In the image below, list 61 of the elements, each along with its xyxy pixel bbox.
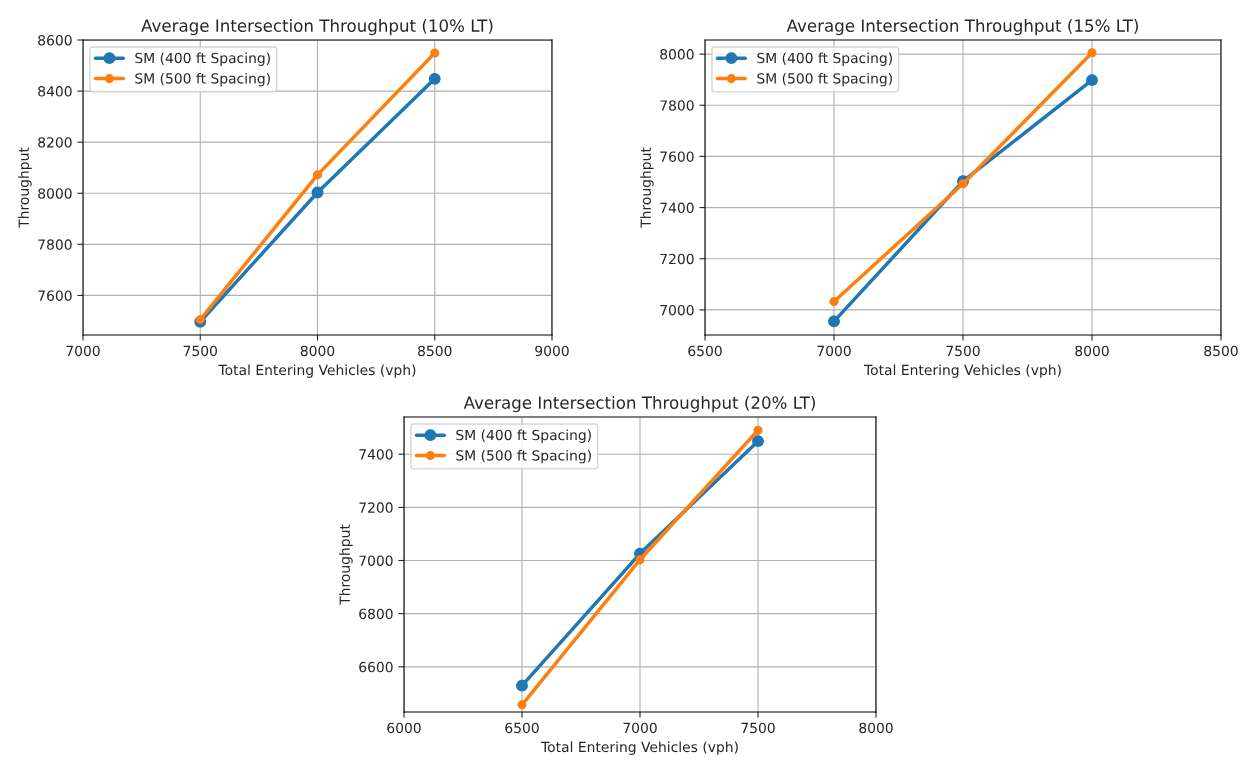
x-tick-label: 7500 (741, 722, 775, 734)
point (1087, 48, 1097, 58)
y-tick-label: 7200 (660, 253, 694, 265)
y-tick-label: 7600 (660, 151, 694, 162)
x-tick-label: 8000 (300, 345, 335, 357)
y-tick-label: 8400 (38, 86, 72, 97)
x-tick-label: 8000 (859, 722, 893, 734)
point (635, 555, 645, 565)
x-tick-label: 7500 (183, 345, 217, 357)
point (517, 700, 527, 710)
x-axis-title: Total Entering Vehicles (vph) (863, 364, 1061, 378)
chart-title: Average Intersection Throughput (20% LT) (463, 396, 815, 413)
point (829, 296, 839, 306)
x-tick-label: 8500 (418, 345, 452, 357)
y-axis-title: Throughput (640, 147, 654, 228)
legend-label: SM (500 ft Spacing) (135, 72, 270, 87)
legend-label: SM (400 ft Spacing) (135, 52, 270, 66)
point (311, 186, 324, 199)
x-tick-label: 6500 (505, 722, 539, 734)
legend-label: SM (500 ft Spacing) (757, 72, 892, 87)
x-tick-label: 8000 (1075, 345, 1109, 357)
y-tick-label: 7800 (660, 100, 694, 111)
x-tick-label: 6500 (688, 345, 722, 357)
y-tick-label: 7200 (359, 502, 393, 513)
y-tick-label: 7000 (660, 304, 694, 316)
point (1086, 74, 1098, 87)
x-tick-label: 7000 (623, 722, 657, 734)
y-tick-label: 7400 (660, 202, 694, 214)
point (430, 48, 440, 58)
y-axis-title: Throughput (339, 524, 353, 605)
y-tick-label: 7600 (38, 290, 72, 301)
x-tick-label: 6000 (387, 722, 421, 734)
point (312, 170, 323, 180)
x-tick-label: 8500 (1204, 345, 1238, 357)
y-tick-label: 8600 (38, 34, 72, 46)
legend-label: SM (500 ft Spacing) (456, 449, 591, 464)
x-tick-label: 9000 (535, 345, 569, 357)
y-tick-label: 7000 (359, 555, 393, 566)
y-tick-label: 6600 (359, 661, 393, 673)
y-tick-label: 7800 (38, 239, 72, 250)
legend-label: SM (400 ft Spacing) (757, 52, 892, 66)
x-axis-title: Total Entering Vehicles (vph) (540, 741, 738, 755)
x-tick-label: 7000 (817, 345, 851, 357)
point (428, 72, 441, 85)
chart-title: Average Intersection Throughput (10% LT) (141, 19, 493, 36)
y-tick-label: 8200 (38, 137, 72, 148)
point (958, 179, 968, 189)
legend-label: SM (400 ft Spacing) (456, 429, 591, 443)
y-tick-label: 6800 (359, 608, 393, 620)
y-axis-title: Throughput (18, 147, 32, 228)
x-tick-label: 7000 (66, 345, 100, 357)
y-tick-label: 7400 (359, 449, 393, 460)
chart-title: Average Intersection Throughput (15% LT) (786, 19, 1138, 36)
x-tick-label: 7500 (946, 345, 980, 357)
point (753, 425, 763, 435)
point (516, 679, 528, 692)
y-tick-label: 8000 (660, 49, 694, 60)
y-tick-label: 8000 (38, 188, 72, 199)
point (752, 435, 764, 448)
x-axis-title: Total Entering Vehicles (vph) (218, 364, 416, 378)
point (828, 315, 840, 328)
